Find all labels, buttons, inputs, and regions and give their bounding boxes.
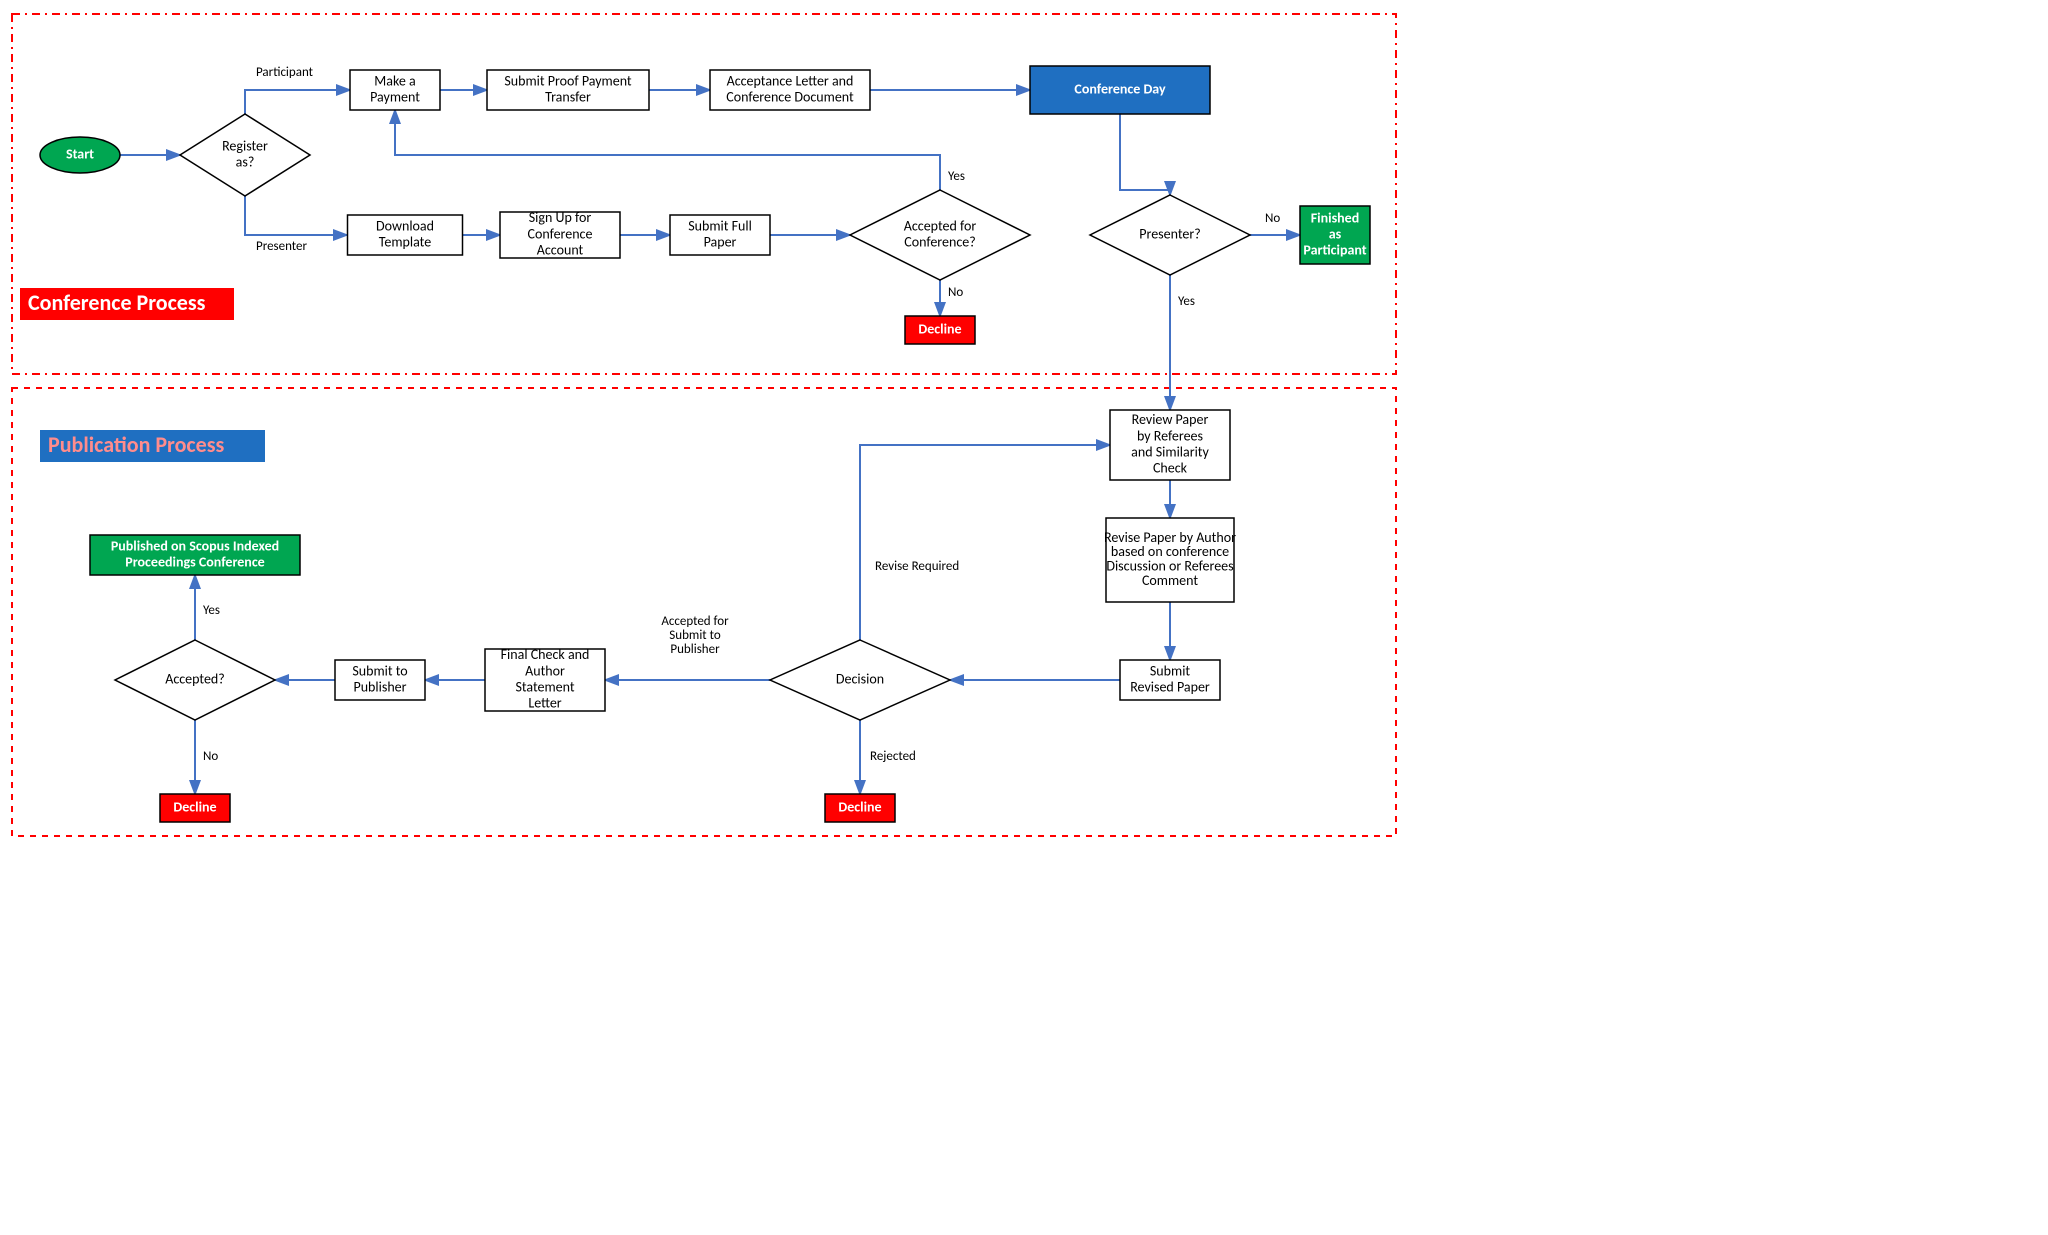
node-signup-text: Conference [528,225,593,242]
node-submit_revised-text: Revised Paper [1130,678,1210,695]
node-revise_author: Revise Paper by Authorbased on conferenc… [1104,518,1236,602]
node-acceptance: Acceptance Letter andConference Document [710,70,870,110]
edge-label-presenter_q-finished: No [1265,211,1280,226]
node-accepted_conf-text: Accepted for [904,217,977,234]
node-finished-text: Finished [1311,209,1359,226]
node-decline1: Decline [905,316,975,344]
edge-label-decision-decline2: Rejected [870,749,916,764]
node-presenter_q-text: Presenter? [1139,225,1200,242]
edge-accepted_conf-payment [395,110,940,190]
node-start: Start [40,137,120,173]
node-accepted_conf: Accepted forConference? [850,190,1030,280]
node-submit_pub: Submit toPublisher [335,660,425,700]
edge-label-register-download: Presenter [256,239,307,254]
node-download-text: Download [376,217,434,234]
node-review: Review Paperby Refereesand SimilarityChe… [1110,410,1230,480]
edge-label-accepted_conf-payment: Yes [948,169,965,184]
node-review-text: Review Paper [1132,411,1209,428]
node-acceptance-text: Conference Document [726,88,854,105]
node-published-text: Proceedings Conference [125,553,264,570]
edge-label-register-payment: Participant [256,65,314,80]
edge-label-decision-finalcheck: Publisher [670,642,720,657]
edge-register-payment [245,90,350,114]
edge-label-decision-review: Revise Required [875,559,959,574]
edge-label-decision-finalcheck: Submit to [669,628,721,643]
node-decline2: Decline [825,794,895,822]
node-finalcheck-text: Letter [528,694,561,711]
node-acceptance-text: Acceptance Letter and [727,72,854,89]
node-finished: FinishedasParticipant [1300,206,1370,264]
node-submit_pub-text: Publisher [353,678,406,695]
node-confday-text: Conference Day [1074,80,1166,97]
edge-confday-presenter_q [1120,114,1170,195]
node-accepted_q: Accepted? [115,640,275,720]
node-finalcheck-text: Statement [515,678,574,695]
node-finalcheck: Final Check andAuthorStatementLetter [485,646,605,711]
flowchart-canvas: Participant Presenter Yes No No Yes Revise Req… [0,0,1408,850]
edge-label-decision-finalcheck: Accepted for [661,614,729,629]
node-register: Registeras? [180,114,310,196]
node-submit_revised-text: Submit [1150,662,1191,679]
node-submitfull: Submit FullPaper [670,215,770,255]
node-decision: Decision [770,640,950,720]
node-presenter_q: Presenter? [1090,195,1250,275]
node-decision-text: Decision [836,670,884,687]
node-revise_author-text: Comment [1142,572,1198,589]
node-start-text: Start [66,145,94,162]
node-review-text: Check [1153,459,1188,476]
node-proof: Submit Proof PaymentTransfer [487,70,649,110]
node-signup: Sign Up forConferenceAccount [500,209,620,258]
node-register-text: as? [236,153,255,170]
node-decline2-text: Decline [838,798,881,815]
node-payment: Make aPayment [350,70,440,110]
edge-label-accepted_conf-decline1: No [948,285,963,300]
edge-label-accepted_q-published: Yes [203,603,220,618]
node-confday: Conference Day [1030,66,1210,114]
node-submitfull-text: Paper [704,233,737,250]
node-proof-text: Submit Proof Payment [504,72,632,89]
node-payment-text: Payment [370,88,420,105]
node-signup-text: Sign Up for [529,209,592,226]
node-submit_revised: SubmitRevised Paper [1120,660,1220,700]
node-published-text: Published on Scopus Indexed [111,537,279,554]
node-register-text: Register [222,137,268,154]
node-finished-text: Participant [1303,241,1366,258]
edge-label-accepted_q-decline3: No [203,749,218,764]
node-submitfull-text: Submit Full [688,217,752,234]
edge-decision-review [860,445,1110,640]
node-payment-text: Make a [374,72,415,89]
node-proof-text: Transfer [545,88,591,105]
node-decline3-text: Decline [173,798,216,815]
node-decline3: Decline [160,794,230,822]
node-published: Published on Scopus IndexedProceedings C… [90,535,300,575]
node-review-text: and Similarity [1131,443,1209,460]
node-submit_pub-text: Submit to [352,662,407,679]
node-decline1-text: Decline [918,320,961,337]
node-accepted_conf-text: Conference? [904,233,975,250]
node-signup-text: Account [537,241,584,258]
section-label-publication: Publication Process [48,431,224,458]
node-download-text: Template [379,233,431,250]
node-download: DownloadTemplate [348,215,463,255]
section-label-conference: Conference Process [28,289,206,316]
node-accepted_q-text: Accepted? [165,670,225,687]
node-review-text: by Referees [1137,427,1203,444]
edge-register-download [245,196,347,235]
node-finished-text: as [1329,225,1342,242]
edge-label-presenter_q-review: Yes [1178,294,1195,309]
node-finalcheck-text: Final Check and [501,646,590,663]
node-finalcheck-text: Author [525,662,565,679]
